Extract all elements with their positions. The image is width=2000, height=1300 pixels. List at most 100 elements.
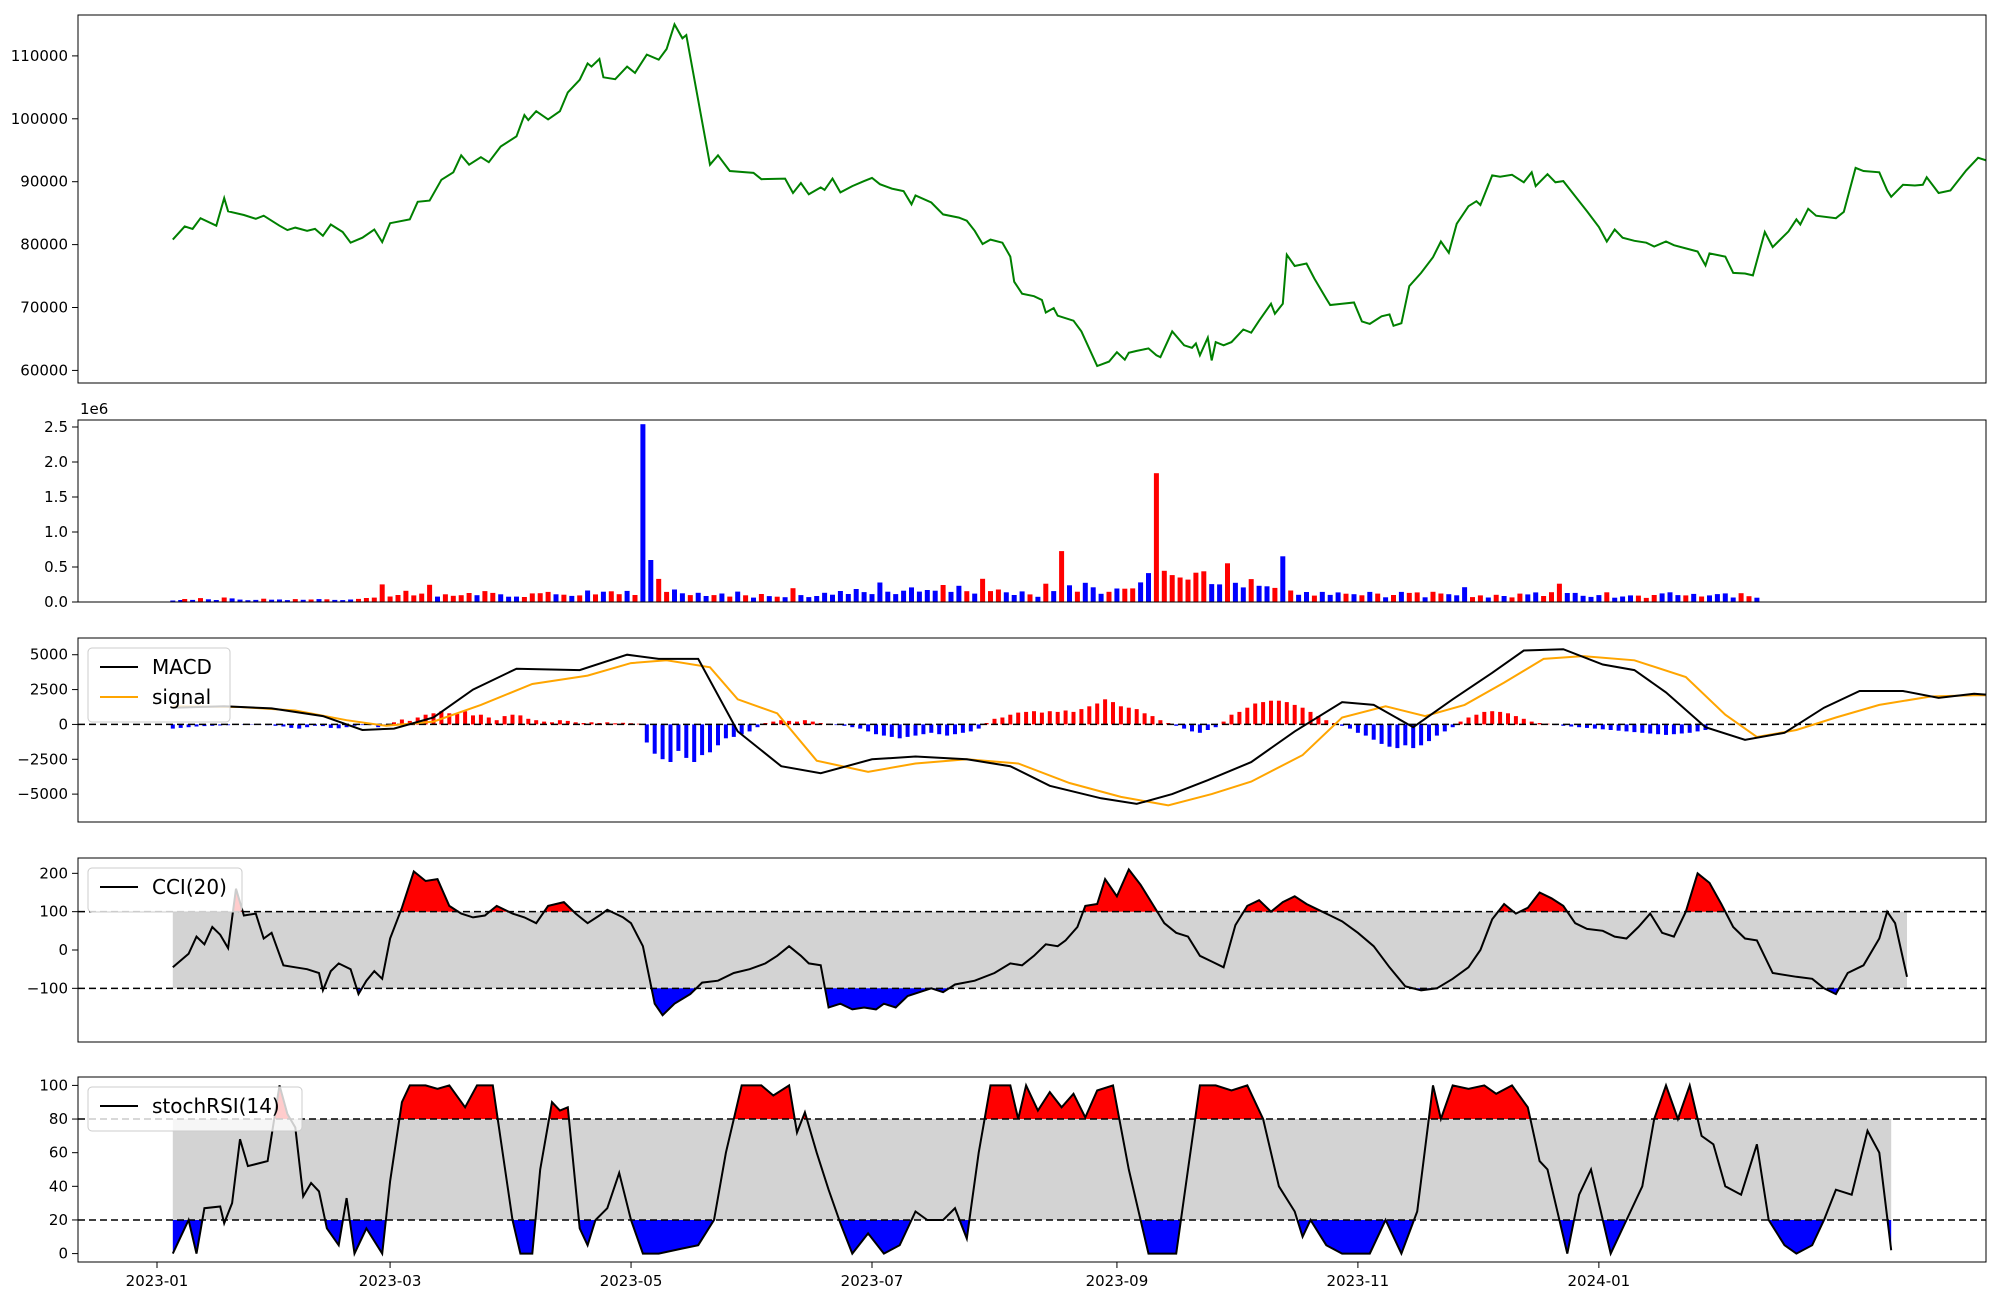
macd-hist-bar <box>1047 711 1052 725</box>
volume-bar <box>1470 597 1475 602</box>
volume-bar <box>1280 556 1286 602</box>
volume-bar <box>482 591 488 602</box>
volume-bar <box>814 596 820 602</box>
macd-hist-bar <box>731 724 736 737</box>
price-line <box>172 21 1986 368</box>
macd-histogram <box>170 699 1708 762</box>
volume-bar <box>988 591 993 602</box>
volume-bar <box>387 596 393 602</box>
macd-hist-bar <box>1450 724 1455 728</box>
volume-bar <box>1588 596 1594 602</box>
volume-bar <box>1240 587 1246 602</box>
macd-hist-bar <box>589 722 594 725</box>
macd-hist-bar <box>1482 711 1487 725</box>
macd-hist-bar <box>1656 724 1661 735</box>
macd-hist-bar <box>1490 711 1495 725</box>
volume-bar <box>822 592 828 602</box>
stochrsi-y-axis: 0 20 40 60 80 100 <box>39 1076 78 1263</box>
volume-bar <box>782 597 788 602</box>
volume-bar <box>316 599 322 602</box>
stochrsi-legend-label: stochRSI(14) <box>152 1094 280 1118</box>
stochrsi-y-tick-label: 80 <box>49 1110 68 1128</box>
volume-bar <box>964 591 970 602</box>
macd-hist-bar <box>1087 706 1092 725</box>
macd-hist-bar <box>305 724 310 728</box>
volume-bar <box>229 598 235 602</box>
volume-bar <box>1549 592 1554 602</box>
macd-line <box>172 648 1986 805</box>
volume-bar <box>1327 594 1333 602</box>
macd-hist-bar <box>1253 703 1258 725</box>
macd-hist-bar <box>968 724 973 732</box>
macd-hist-bar <box>1427 724 1431 742</box>
macd-hist-bar <box>1032 711 1036 725</box>
volume-bar <box>1059 551 1065 602</box>
macd-hist-bar <box>953 724 957 735</box>
macd-hist-bar <box>392 722 396 725</box>
volume-bar <box>1612 597 1618 602</box>
macd-hist-bar <box>747 724 752 732</box>
macd-hist-bar <box>889 724 894 737</box>
price-y-tick-label: 110000 <box>11 47 68 65</box>
volume-bar <box>798 595 804 602</box>
volume-bar <box>735 591 741 602</box>
price-y-axis: 60000 70000 80000 90000 100000 110000 <box>11 47 78 379</box>
volume-bar <box>292 599 298 602</box>
volume-bar <box>1620 596 1626 602</box>
macd-hist-bar <box>494 720 499 725</box>
macd-hist-bar <box>1024 711 1029 725</box>
volume-bar <box>1493 594 1499 602</box>
volume-bar <box>300 599 306 602</box>
macd-hist-bar <box>613 723 618 725</box>
macd-hist-bar <box>1537 723 1542 725</box>
macd-hist-bar <box>1434 724 1439 736</box>
macd-hist-bar <box>518 715 523 725</box>
volume-bar <box>664 591 670 602</box>
stochrsi-oversold-fill <box>188 1220 203 1254</box>
macd-hist-bar <box>1664 724 1668 735</box>
volume-bar <box>198 598 203 602</box>
x-tick-label: 2023-01 <box>126 1272 189 1290</box>
macd-hist-bar <box>1300 707 1305 725</box>
macd-hist-bar <box>1213 724 1218 728</box>
volume-bar <box>1596 595 1602 602</box>
macd-hist-bar <box>170 724 175 729</box>
macd-hist-bar <box>557 720 562 725</box>
macd-hist-bar <box>526 718 531 725</box>
macd-hist-bar <box>881 724 886 736</box>
volume-bar <box>1367 591 1373 602</box>
volume-bar <box>237 599 243 602</box>
volume-bar <box>711 595 717 602</box>
volume-bar <box>1714 594 1720 602</box>
macd-hist-bar <box>897 724 902 739</box>
volume-bar <box>1130 588 1136 602</box>
macd-hist-bar <box>376 724 381 728</box>
macd-hist-bar <box>1079 709 1084 725</box>
macd-y-tick-label: 2500 <box>30 681 68 699</box>
macd-hist-bar <box>684 724 689 758</box>
volume-bar <box>1525 594 1531 602</box>
volume-axes-frame <box>77 419 1987 603</box>
volume-bar <box>909 587 914 602</box>
volume-bar <box>1351 594 1357 602</box>
macd-hist-bar <box>1174 724 1179 726</box>
volume-bar <box>972 593 978 602</box>
volume-bar <box>1035 596 1041 602</box>
volume-y-tick-label: 1.0 <box>44 523 68 541</box>
volume-bar <box>545 591 551 602</box>
volume-bar <box>600 591 606 602</box>
stochrsi-oversold-fill <box>512 1220 536 1254</box>
cci-legend: CCI(20) <box>87 867 243 913</box>
macd-hist-bar <box>1126 707 1131 725</box>
volume-bar <box>419 593 425 602</box>
volume-bar <box>1398 591 1404 602</box>
stochrsi-overbought-fill <box>1677 1085 1698 1119</box>
macd-hist-bar <box>1592 724 1597 729</box>
stochrsi-oversold-fill <box>349 1220 386 1254</box>
stochrsi-overbought-fill <box>1195 1085 1264 1119</box>
volume-bar <box>324 599 330 602</box>
volume-bar <box>498 594 504 602</box>
volume-bar <box>869 594 875 602</box>
volume-bar <box>178 600 184 602</box>
macd-hist-bar <box>1276 700 1281 725</box>
